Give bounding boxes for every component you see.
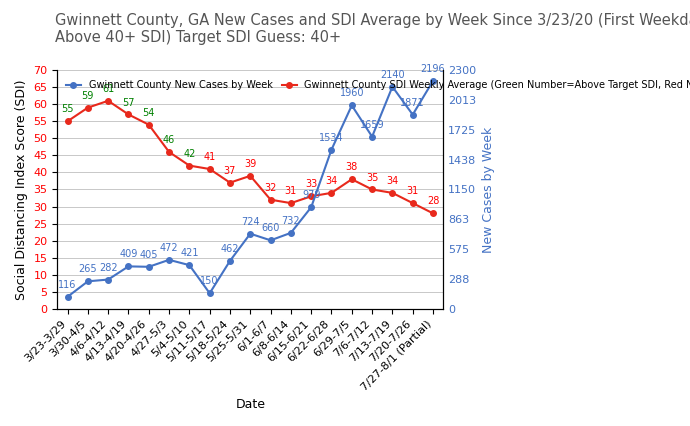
Gwinnett County SDI Weekly Average (Green Number=Above Target SDI, Red Number=Below Target SDI) <box>307 194 315 199</box>
Text: 57: 57 <box>122 98 135 107</box>
Text: 38: 38 <box>346 162 358 172</box>
Gwinnett County New Cases by Week <box>388 84 397 89</box>
Text: 462: 462 <box>221 244 239 254</box>
Text: 54: 54 <box>143 108 155 118</box>
Text: 1960: 1960 <box>339 89 364 98</box>
Gwinnett County New Cases by Week <box>63 294 72 299</box>
Line: Gwinnett County SDI Weekly Average (Green Number=Above Target SDI, Red Number=Below Target SDI): Gwinnett County SDI Weekly Average (Gree… <box>65 98 436 216</box>
Gwinnett County SDI Weekly Average (Green Number=Above Target SDI, Red Number=Below Target SDI) <box>165 150 173 155</box>
Text: 405: 405 <box>139 250 158 260</box>
Gwinnett County SDI Weekly Average (Green Number=Above Target SDI, Red Number=Below Target SDI) <box>408 201 417 206</box>
Text: 724: 724 <box>241 217 259 227</box>
Text: 150: 150 <box>200 276 219 286</box>
Gwinnett County SDI Weekly Average (Green Number=Above Target SDI, Red Number=Below Target SDI) <box>63 119 72 124</box>
Gwinnett County New Cases by Week <box>206 291 214 296</box>
Text: 2140: 2140 <box>380 70 405 80</box>
Text: 61: 61 <box>102 84 115 94</box>
Gwinnett County New Cases by Week <box>104 277 112 282</box>
Gwinnett County New Cases by Week <box>246 231 255 236</box>
Gwinnett County SDI Weekly Average (Green Number=Above Target SDI, Red Number=Below Target SDI) <box>104 98 112 104</box>
Text: 421: 421 <box>180 248 199 258</box>
Gwinnett County New Cases by Week <box>226 258 234 263</box>
Text: Gwinnett County, GA New Cases and SDI Average by Week Since 3/23/20 (First Weekd: Gwinnett County, GA New Cases and SDI Av… <box>55 13 690 45</box>
Text: 35: 35 <box>366 173 378 182</box>
X-axis label: Date: Date <box>235 398 265 411</box>
Gwinnett County New Cases by Week <box>165 257 173 262</box>
Gwinnett County SDI Weekly Average (Green Number=Above Target SDI, Red Number=Below Target SDI) <box>226 180 234 185</box>
Text: 1534: 1534 <box>319 132 344 143</box>
Gwinnett County SDI Weekly Average (Green Number=Above Target SDI, Red Number=Below Target SDI) <box>145 122 153 127</box>
Text: 1659: 1659 <box>359 120 384 130</box>
Text: 472: 472 <box>160 243 179 253</box>
Gwinnett County SDI Weekly Average (Green Number=Above Target SDI, Red Number=Below Target SDI) <box>185 163 193 168</box>
Text: 2196: 2196 <box>421 64 445 74</box>
Gwinnett County New Cases by Week <box>124 264 132 269</box>
Text: 59: 59 <box>81 91 94 101</box>
Text: 31: 31 <box>406 186 419 196</box>
Gwinnett County New Cases by Week <box>145 264 153 269</box>
Text: 39: 39 <box>244 159 257 169</box>
Text: 33: 33 <box>305 179 317 189</box>
Text: 31: 31 <box>285 186 297 196</box>
Gwinnett County New Cases by Week <box>266 238 275 243</box>
Text: 34: 34 <box>386 176 399 186</box>
Text: 37: 37 <box>224 166 236 176</box>
Gwinnett County New Cases by Week <box>348 103 356 108</box>
Gwinnett County SDI Weekly Average (Green Number=Above Target SDI, Red Number=Below Target SDI) <box>124 112 132 117</box>
Y-axis label: Social Distancing Index Score (SDI): Social Distancing Index Score (SDI) <box>15 79 28 300</box>
Gwinnett County SDI Weekly Average (Green Number=Above Target SDI, Red Number=Below Target SDI) <box>368 187 376 192</box>
Text: 1871: 1871 <box>400 98 425 108</box>
Text: 660: 660 <box>262 223 279 233</box>
Text: 34: 34 <box>326 176 337 186</box>
Gwinnett County SDI Weekly Average (Green Number=Above Target SDI, Red Number=Below Target SDI) <box>327 190 335 196</box>
Gwinnett County SDI Weekly Average (Green Number=Above Target SDI, Red Number=Below Target SDI) <box>429 211 437 216</box>
Gwinnett County SDI Weekly Average (Green Number=Above Target SDI, Red Number=Below Target SDI) <box>206 167 214 172</box>
Gwinnett County SDI Weekly Average (Green Number=Above Target SDI, Red Number=Below Target SDI) <box>388 190 397 196</box>
Line: Gwinnett County New Cases by Week: Gwinnett County New Cases by Week <box>65 78 436 299</box>
Y-axis label: New Cases by Week: New Cases by Week <box>482 127 495 253</box>
Gwinnett County New Cases by Week <box>185 262 193 268</box>
Gwinnett County New Cases by Week <box>429 78 437 83</box>
Text: 41: 41 <box>204 152 216 162</box>
Gwinnett County New Cases by Week <box>83 279 92 284</box>
Gwinnett County SDI Weekly Average (Green Number=Above Target SDI, Red Number=Below Target SDI) <box>83 105 92 110</box>
Text: 32: 32 <box>264 183 277 193</box>
Gwinnett County SDI Weekly Average (Green Number=Above Target SDI, Red Number=Below Target SDI) <box>246 173 255 178</box>
Text: 265: 265 <box>79 265 97 274</box>
Gwinnett County SDI Weekly Average (Green Number=Above Target SDI, Red Number=Below Target SDI) <box>266 197 275 202</box>
Text: 282: 282 <box>99 262 117 273</box>
Text: 28: 28 <box>427 196 440 207</box>
Gwinnett County New Cases by Week <box>408 112 417 117</box>
Text: 732: 732 <box>282 216 300 226</box>
Text: 979: 979 <box>302 190 320 200</box>
Text: 409: 409 <box>119 250 137 259</box>
Gwinnett County SDI Weekly Average (Green Number=Above Target SDI, Red Number=Below Target SDI) <box>287 201 295 206</box>
Gwinnett County New Cases by Week <box>327 147 335 152</box>
Gwinnett County New Cases by Week <box>287 230 295 236</box>
Gwinnett County New Cases by Week <box>368 134 376 139</box>
Gwinnett County New Cases by Week <box>307 204 315 210</box>
Legend: Gwinnett County New Cases by Week, Gwinnett County SDI Weekly Average (Green Num: Gwinnett County New Cases by Week, Gwinn… <box>62 76 690 94</box>
Gwinnett County SDI Weekly Average (Green Number=Above Target SDI, Red Number=Below Target SDI) <box>348 177 356 182</box>
Text: 55: 55 <box>61 104 74 114</box>
Text: 42: 42 <box>183 149 195 158</box>
Text: 116: 116 <box>59 280 77 290</box>
Text: 46: 46 <box>163 135 175 145</box>
